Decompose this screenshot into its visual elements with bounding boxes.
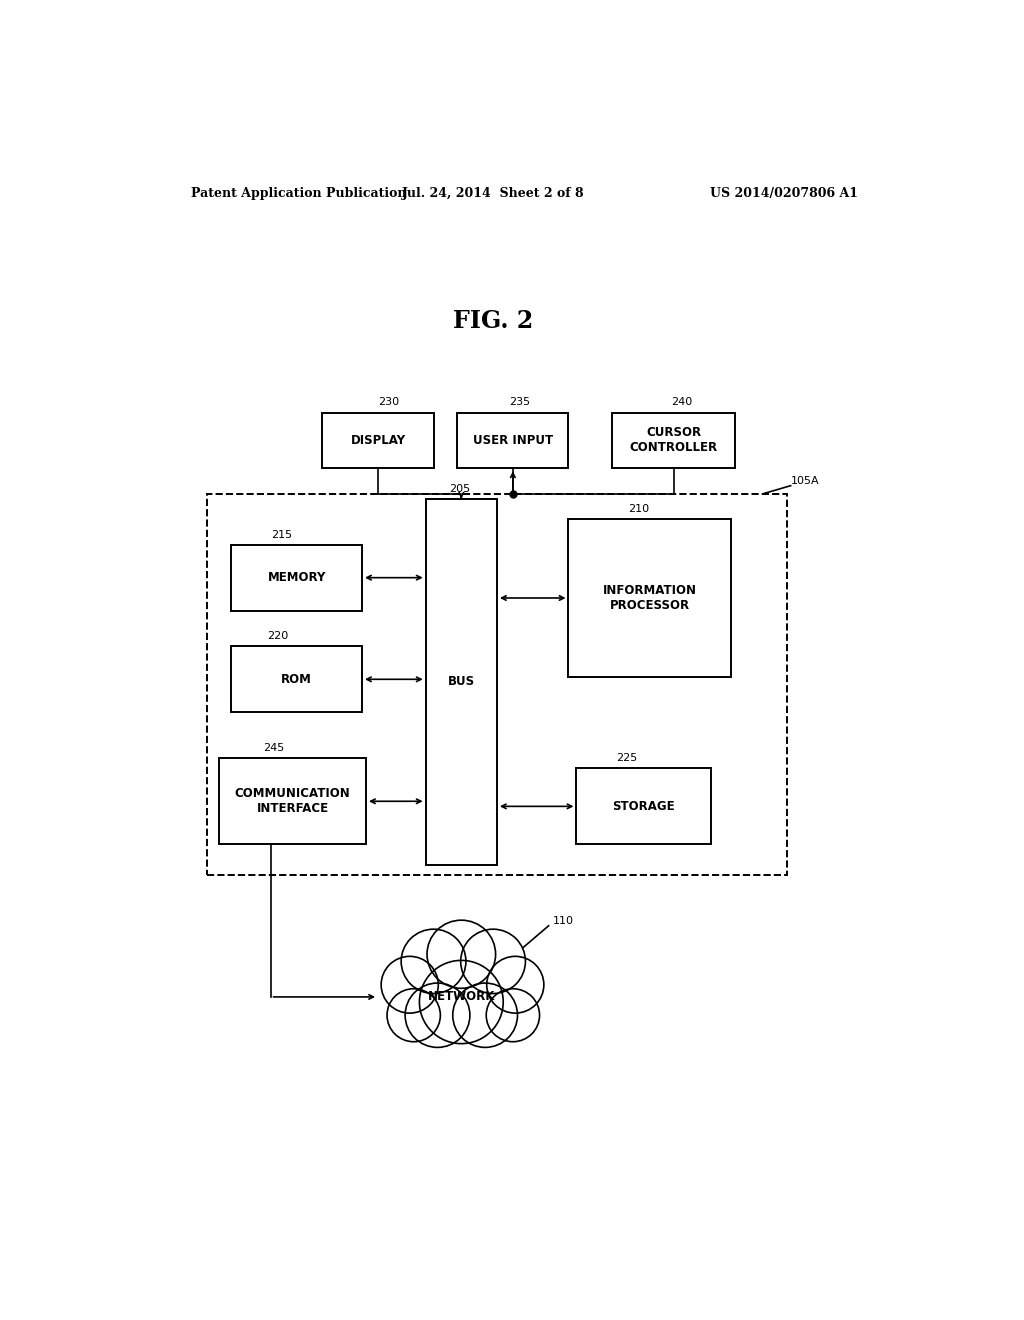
- Text: 220: 220: [267, 631, 288, 642]
- Ellipse shape: [381, 957, 438, 1014]
- Bar: [231, 647, 362, 713]
- Text: 210: 210: [628, 504, 649, 515]
- Bar: [207, 494, 786, 875]
- Bar: [568, 519, 731, 677]
- Text: 245: 245: [263, 743, 285, 752]
- Text: USER INPUT: USER INPUT: [473, 434, 553, 447]
- Text: CURSOR
CONTROLLER: CURSOR CONTROLLER: [630, 426, 718, 454]
- Text: 205: 205: [450, 484, 471, 494]
- Ellipse shape: [401, 929, 466, 994]
- Text: 235: 235: [509, 397, 530, 408]
- Bar: [426, 499, 497, 865]
- Ellipse shape: [486, 989, 540, 1041]
- Ellipse shape: [461, 929, 525, 994]
- Text: NETWORK: NETWORK: [428, 990, 495, 1003]
- Text: DISPLAY: DISPLAY: [350, 434, 406, 447]
- Bar: [231, 545, 362, 611]
- Text: 110: 110: [553, 916, 573, 925]
- Text: BUS: BUS: [447, 676, 475, 688]
- Ellipse shape: [406, 983, 470, 1047]
- Text: MEMORY: MEMORY: [267, 572, 326, 585]
- Bar: [323, 412, 433, 469]
- Text: ROM: ROM: [282, 673, 312, 686]
- Bar: [612, 412, 735, 469]
- Text: INFORMATION
PROCESSOR: INFORMATION PROCESSOR: [603, 583, 696, 612]
- Text: 225: 225: [616, 754, 637, 763]
- Text: 105A: 105A: [791, 475, 819, 486]
- Bar: [219, 758, 367, 845]
- Ellipse shape: [387, 989, 440, 1041]
- Bar: [577, 768, 712, 845]
- Text: Patent Application Publication: Patent Application Publication: [191, 187, 407, 201]
- Bar: [458, 412, 568, 469]
- Text: FIG. 2: FIG. 2: [453, 309, 534, 333]
- Text: COMMUNICATION
INTERFACE: COMMUNICATION INTERFACE: [234, 787, 350, 816]
- Ellipse shape: [486, 957, 544, 1014]
- Text: Jul. 24, 2014  Sheet 2 of 8: Jul. 24, 2014 Sheet 2 of 8: [401, 187, 585, 201]
- Ellipse shape: [420, 961, 503, 1044]
- Ellipse shape: [427, 920, 496, 989]
- Text: 215: 215: [270, 529, 292, 540]
- Text: 230: 230: [378, 397, 399, 408]
- Text: US 2014/0207806 A1: US 2014/0207806 A1: [710, 187, 858, 201]
- Ellipse shape: [453, 983, 517, 1047]
- Text: STORAGE: STORAGE: [612, 800, 675, 813]
- Text: 240: 240: [672, 397, 693, 408]
